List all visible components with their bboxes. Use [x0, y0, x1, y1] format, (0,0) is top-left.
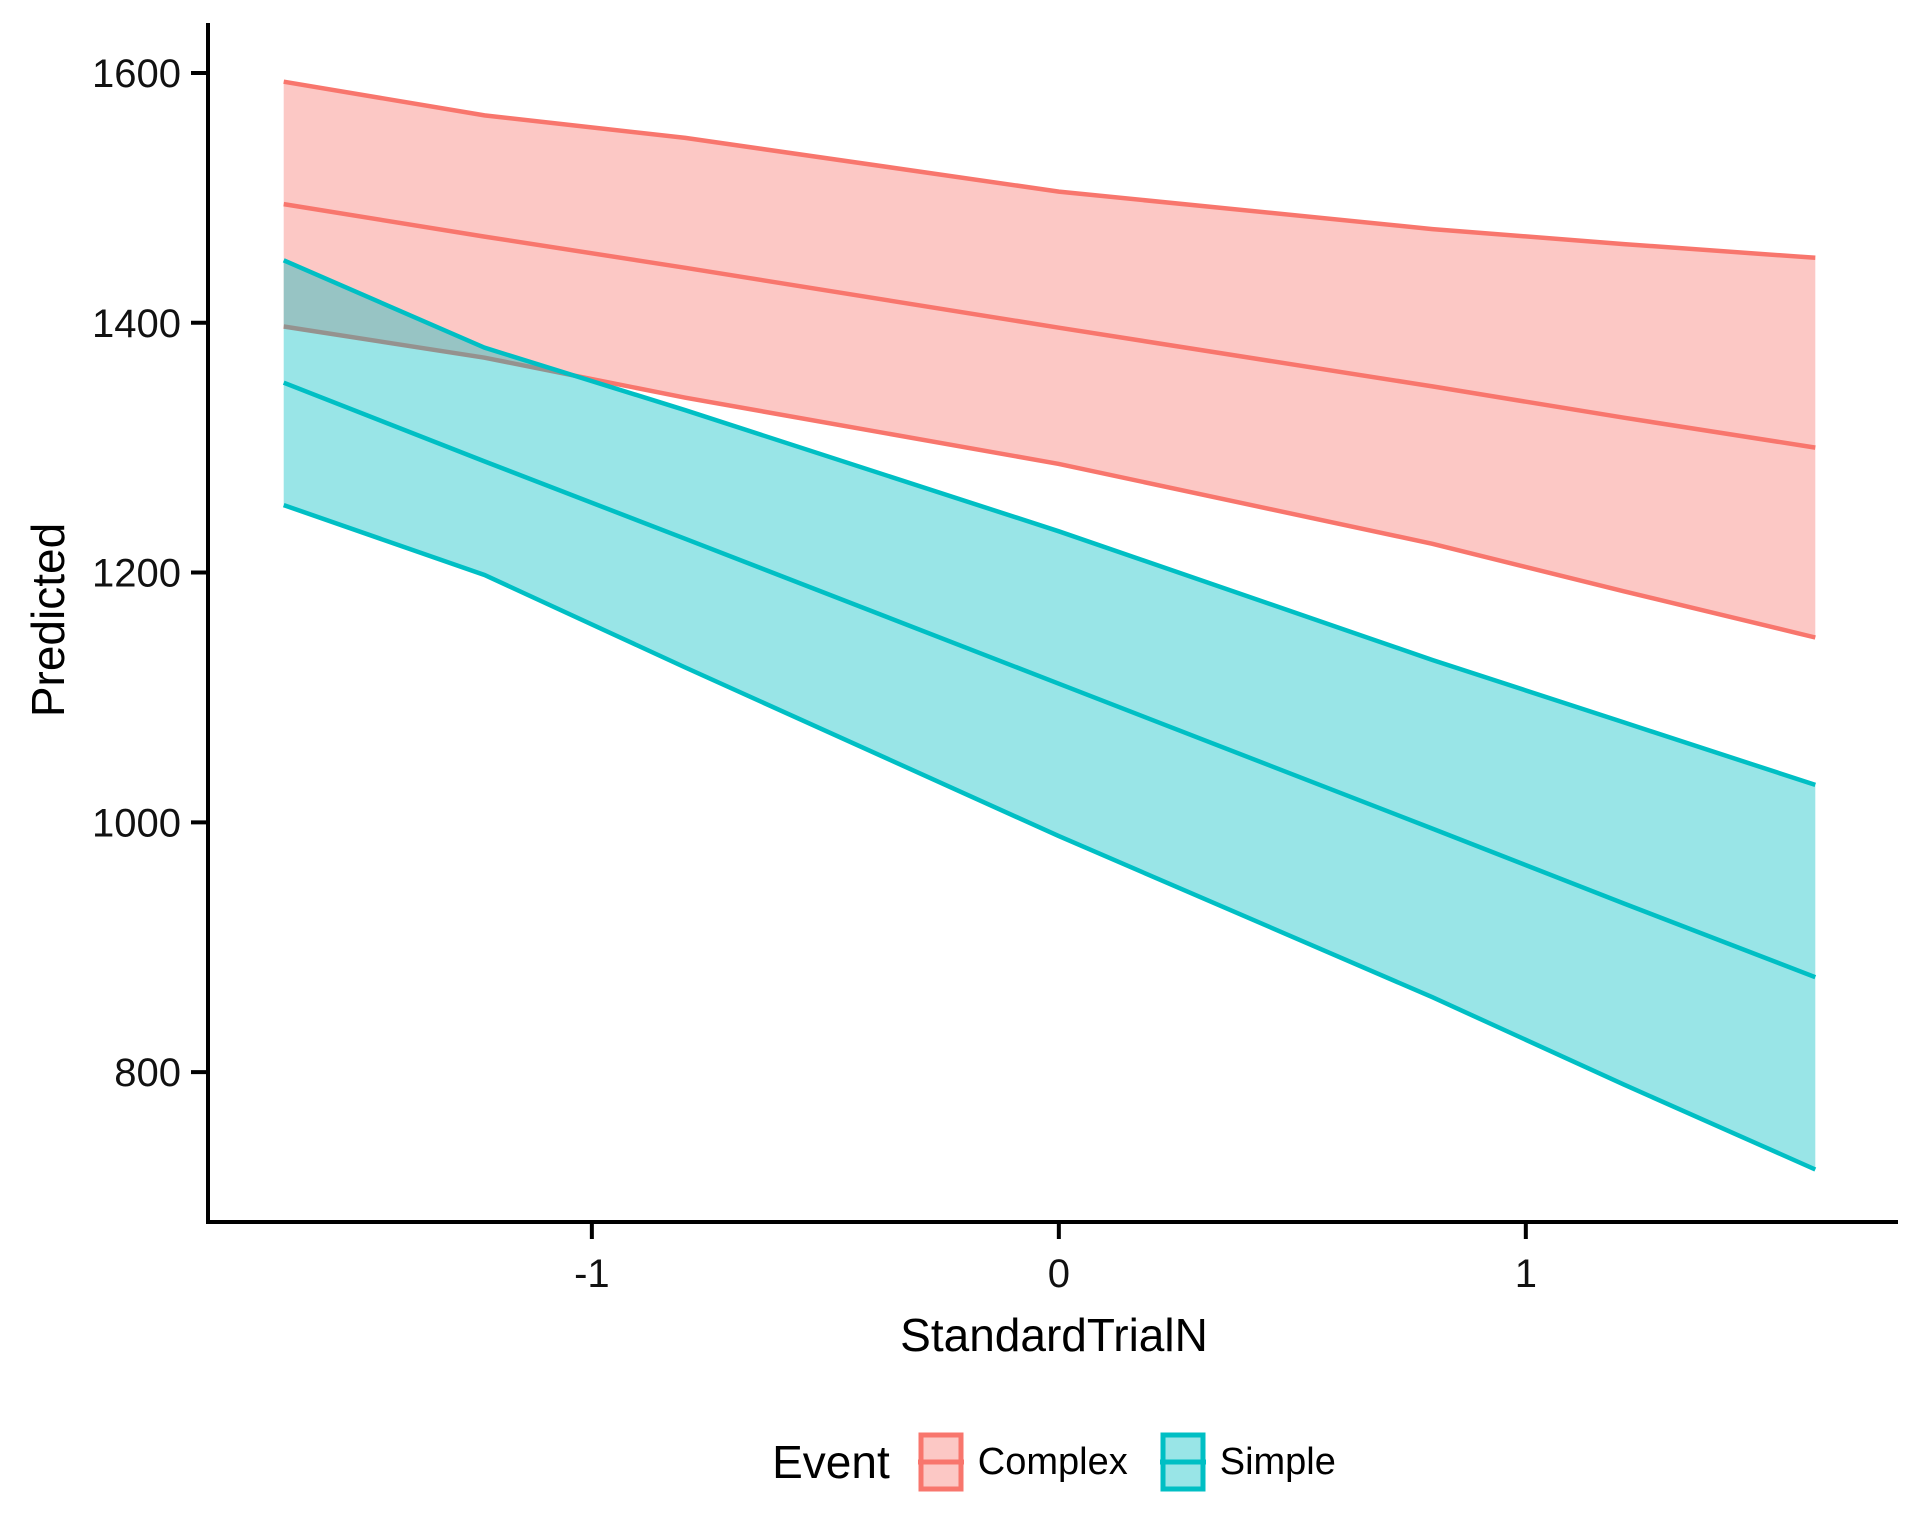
- y-tick-label: 1200: [92, 552, 181, 596]
- line-complex-upper: [283, 79, 1816, 261]
- y-axis-title: Predicted: [22, 522, 74, 718]
- y-tick-label: 1400: [92, 302, 181, 346]
- legend-key-simple-icon: [1159, 1432, 1206, 1492]
- y-tick-label: 800: [114, 1051, 181, 1095]
- line-complex-center: [283, 201, 1816, 450]
- ribbon-simple: [283, 260, 1816, 1170]
- line-simple-center: [282, 380, 1817, 980]
- legend: Event Complex Simple: [94, 1432, 1920, 1492]
- legend-title: Event: [772, 1436, 890, 1488]
- x-tick-label: -1: [574, 1252, 610, 1296]
- legend-label-simple: Simple: [1219, 1440, 1336, 1483]
- x-axis-title: StandardTrialN: [900, 1309, 1208, 1361]
- line-complex-lower: [283, 324, 1816, 640]
- legend-item-complex: Complex: [917, 1432, 1128, 1492]
- legend-item-simple: Simple: [1159, 1432, 1336, 1492]
- line-simple-lower: [282, 502, 1817, 1172]
- ribbon-complex: [283, 81, 1816, 638]
- y-tick-label: 1000: [92, 801, 181, 845]
- legend-label-complex: Complex: [977, 1440, 1128, 1483]
- x-tick-label: 1: [1515, 1252, 1537, 1296]
- line-simple-upper: [282, 258, 1816, 788]
- legend-key-complex-icon: [917, 1432, 964, 1492]
- x-tick-label: 0: [1048, 1252, 1070, 1296]
- y-tick-label: 1600: [92, 52, 181, 96]
